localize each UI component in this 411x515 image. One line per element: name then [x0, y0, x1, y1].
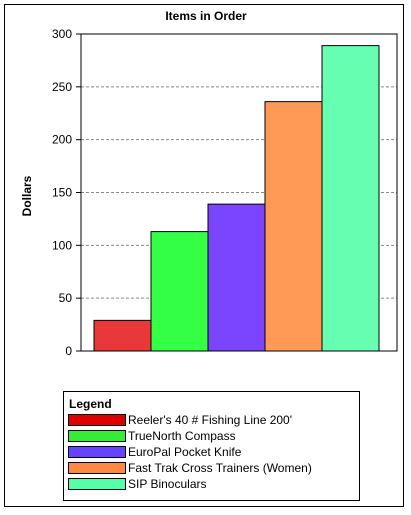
- y-tick-label: 50: [59, 291, 73, 305]
- legend-swatch: [68, 414, 126, 426]
- legend-label: Fast Trak Cross Trainers (Women): [128, 461, 312, 475]
- y-tick-label: 200: [52, 133, 72, 147]
- chart-canvas: Items in Order Dollars 0 50 100 150 200 250 30…: [20, 9, 398, 358]
- y-tick-label: 300: [52, 27, 72, 41]
- legend-swatch: [68, 446, 126, 458]
- legend-label: EuroPal Pocket Knife: [128, 445, 242, 459]
- legend-item: Fast Trak Cross Trainers (Women): [68, 461, 312, 475]
- y-tick-label: 250: [52, 80, 72, 94]
- legend-label: Reeler's 40 # Fishing Line 200': [128, 413, 293, 427]
- bar: [150, 231, 209, 352]
- y-tick-label: 150: [52, 186, 72, 200]
- y-tick-label: 100: [52, 238, 72, 252]
- bars: [93, 45, 380, 352]
- legend-label: TrueNorth Compass: [128, 429, 236, 443]
- legend-item: EuroPal Pocket Knife: [68, 445, 241, 459]
- legend-item: SIP Binoculars: [68, 477, 207, 491]
- legend-swatch: [68, 430, 126, 442]
- legend-swatch: [68, 462, 126, 474]
- chart-title: Items in Order: [165, 9, 247, 23]
- legend: Legend Reeler's 40 # Fishing Line 200' Tr…: [63, 391, 360, 501]
- y-axis-label: Dollars: [20, 175, 34, 216]
- axes: 0 50 100 150 200 250 300: [52, 27, 398, 358]
- legend-item: TrueNorth Compass: [68, 429, 236, 443]
- chart-frame: Items in Order Dollars 0 50 100 150 200 250 30…: [4, 4, 404, 507]
- plot-border: [80, 33, 398, 352]
- bar: [264, 101, 323, 352]
- legend-swatch: [68, 478, 126, 490]
- legend-item: Reeler's 40 # Fishing Line 200': [68, 413, 292, 427]
- legend-label: SIP Binoculars: [128, 477, 207, 491]
- y-tick-label: 0: [65, 344, 72, 358]
- bar: [93, 319, 152, 352]
- bar: [207, 203, 266, 352]
- bar: [321, 45, 380, 352]
- legend-title: Legend: [69, 397, 112, 411]
